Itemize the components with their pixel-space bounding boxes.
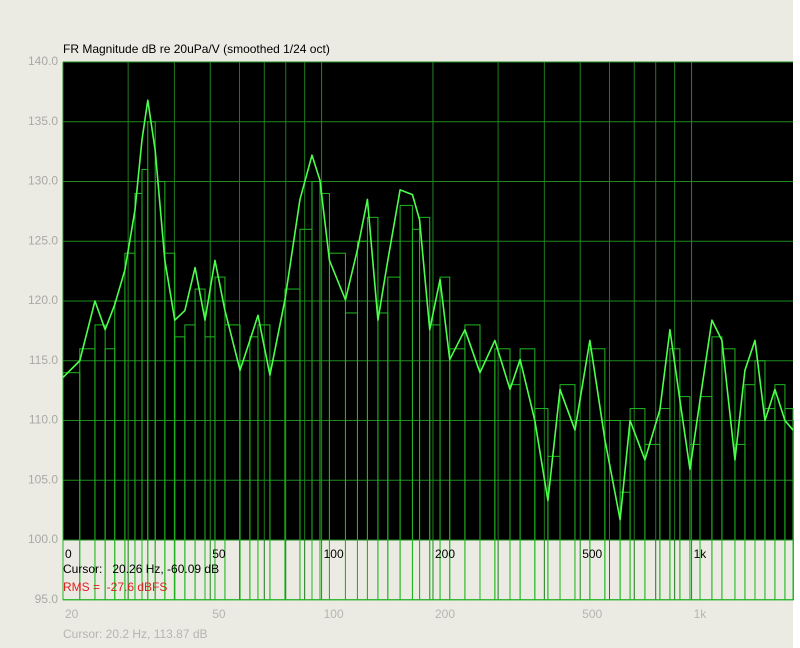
y-tick-label: 135.0 bbox=[28, 114, 58, 128]
x-tick-label: 100 bbox=[324, 547, 344, 561]
x-tick-label: 200 bbox=[435, 547, 455, 561]
y-tick-label: 95.0 bbox=[35, 592, 59, 606]
y-tick-label: 120.0 bbox=[28, 293, 58, 307]
x-tick-label-ghost: 50 bbox=[212, 607, 226, 621]
cursor-readout: Cursor: 20.26 Hz, -60.09 dB bbox=[63, 562, 219, 576]
x-tick-label-ghost: 1k bbox=[694, 607, 708, 621]
y-tick-label: 110.0 bbox=[29, 413, 58, 427]
y-tick-label: 105.0 bbox=[28, 472, 58, 486]
x-tick-label-ghost: 20 bbox=[65, 607, 79, 621]
x-tick-label: 1k bbox=[694, 547, 708, 561]
y-tick-label: 100.0 bbox=[28, 532, 58, 546]
x-tick-label-ghost: 200 bbox=[435, 607, 455, 621]
spectrum-bar bbox=[792, 420, 794, 601]
chart-title: FR Magnitude dB re 20uPa/V (smoothed 1/2… bbox=[63, 42, 330, 56]
x-tick-label: 0 bbox=[65, 547, 72, 561]
rms-readout: RMS = -27.6 dBFS bbox=[63, 580, 167, 594]
x-tick-label-ghost: 500 bbox=[582, 607, 602, 621]
y-tick-label: 140.0 bbox=[28, 54, 58, 68]
x-tick-label: 50 bbox=[212, 547, 226, 561]
smoothed-curve bbox=[62, 99, 794, 521]
x-tick-label-ghost: 100 bbox=[324, 607, 344, 621]
y-tick-label: 115.0 bbox=[29, 353, 58, 367]
cursor-readout-ghost: Cursor: 20.2 Hz, 113.87 dB bbox=[63, 627, 208, 641]
edge-strip bbox=[793, 0, 800, 648]
y-tick-label: 130.0 bbox=[28, 174, 58, 188]
y-tick-label: 125.0 bbox=[28, 233, 58, 247]
plot-area bbox=[62, 61, 794, 601]
x-tick-label: 500 bbox=[582, 547, 602, 561]
